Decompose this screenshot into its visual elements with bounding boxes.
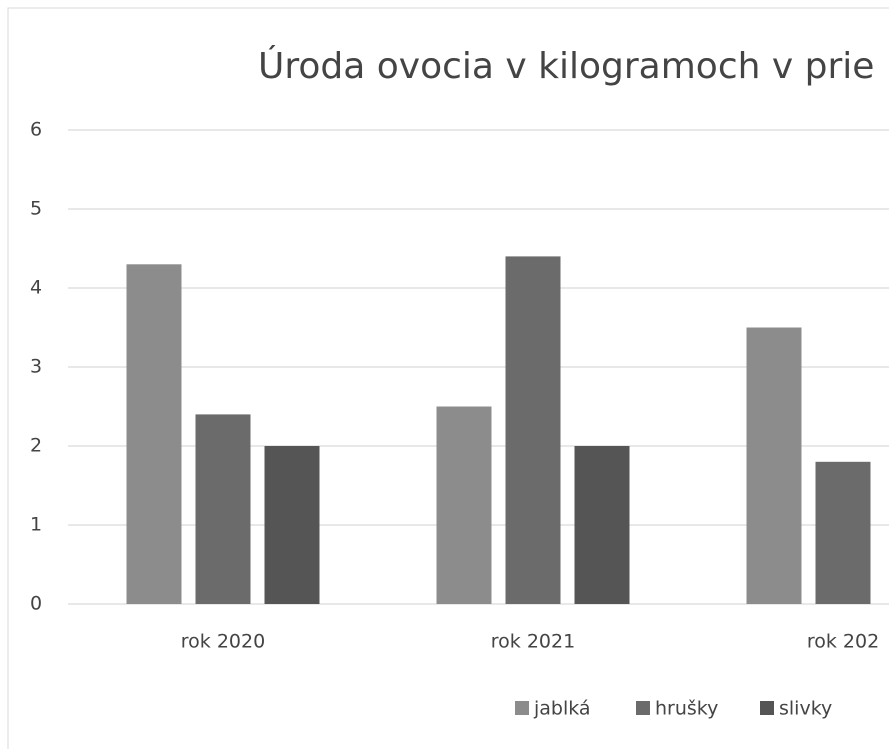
bar — [815, 461, 871, 604]
bar — [746, 327, 802, 604]
legend-label: hrušky — [655, 698, 718, 720]
x-tick-label: rok 2021 — [491, 631, 575, 653]
legend-swatch — [760, 701, 774, 715]
legend-swatch — [515, 701, 529, 715]
bar — [436, 406, 492, 604]
bar — [505, 256, 561, 604]
y-tick-label: 0 — [30, 593, 42, 615]
legend-label: jablká — [533, 698, 591, 720]
y-tick-label: 6 — [30, 119, 42, 141]
y-tick-label: 3 — [30, 356, 42, 378]
chart-title: Úroda ovocia v kilogramoch v prie — [258, 45, 874, 87]
bar — [126, 264, 182, 604]
legend-label: slivky — [779, 698, 832, 720]
bar — [264, 446, 320, 604]
x-tick-label: rok 202 — [807, 631, 879, 653]
y-tick-label: 1 — [30, 514, 42, 536]
legend-swatch — [636, 701, 650, 715]
y-tick-label: 4 — [30, 277, 42, 299]
y-tick-label: 2 — [30, 435, 42, 457]
x-tick-label: rok 2020 — [181, 631, 265, 653]
bar — [195, 414, 251, 604]
bar — [574, 446, 630, 604]
y-tick-label: 5 — [30, 198, 42, 220]
